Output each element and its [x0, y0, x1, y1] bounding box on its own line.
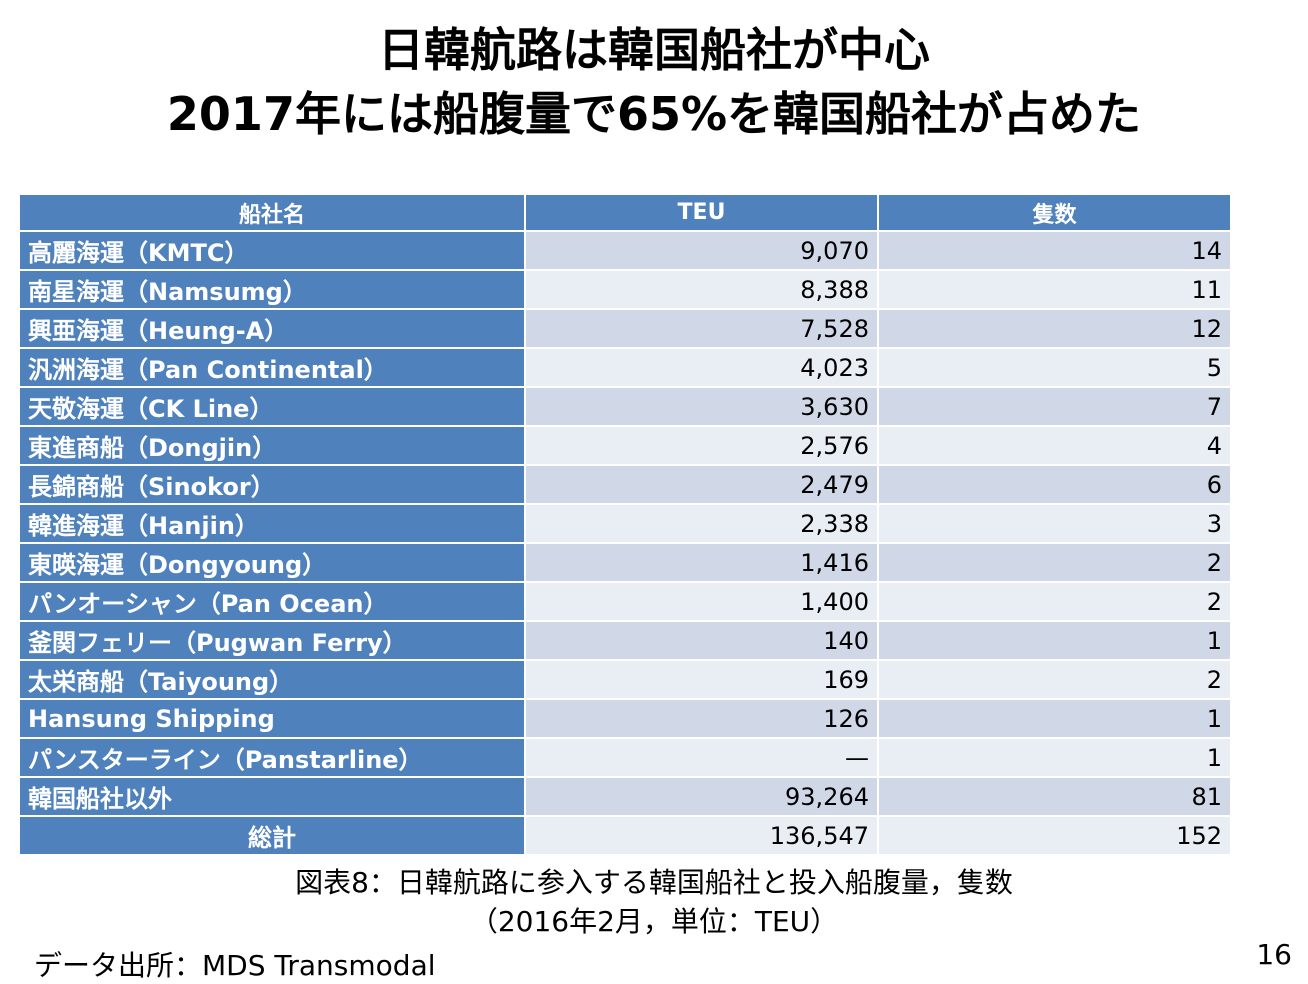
teu-cell: 1,416	[526, 544, 877, 581]
ships-cell: 1	[879, 622, 1230, 659]
ships-cell: 1	[879, 739, 1230, 776]
company-cell: Hansung Shipping	[20, 700, 524, 737]
teu-cell: 2,576	[526, 427, 877, 464]
table-row: 韓国船社以外 93,264 81	[20, 778, 1230, 815]
table-row: 太栄商船（Taiyoung） 169 2	[20, 661, 1230, 698]
table-row: 天敬海運（CK Line） 3,630 7	[20, 388, 1230, 425]
company-cell: パンオーシャン（Pan Ocean）	[20, 583, 524, 620]
company-cell: 興亜海運（Heung-A）	[20, 310, 524, 347]
company-cell: 韓国船社以外	[20, 778, 524, 815]
table-row: パンスターライン（Panstarline） —1	[20, 739, 1230, 776]
header-teu: TEU	[526, 195, 877, 230]
teu-cell: 7,528	[526, 310, 877, 347]
company-cell: 東暎海運（Dongyoung）	[20, 544, 524, 581]
company-cell: パンスターライン（Panstarline）	[20, 739, 524, 776]
ships-cell: 81	[879, 778, 1230, 815]
teu-cell: 3,630	[526, 388, 877, 425]
teu-cell: 8,388	[526, 271, 877, 308]
ships-cell: 14	[879, 232, 1230, 269]
table-row: 南星海運（Namsumg） 8,388 11	[20, 271, 1230, 308]
teu-cell: 2,338	[526, 505, 877, 542]
ships-cell: 11	[879, 271, 1230, 308]
header-ships: 隻数	[879, 195, 1230, 230]
table-row: パンオーシャン（Pan Ocean） 1,400 2	[20, 583, 1230, 620]
teu-cell: 140	[526, 622, 877, 659]
company-cell: 南星海運（Namsumg）	[20, 271, 524, 308]
company-cell: 太栄商船（Taiyoung）	[20, 661, 524, 698]
ships-cell: 6	[879, 466, 1230, 503]
ships-cell: 2	[879, 583, 1230, 620]
teu-cell: 9,070	[526, 232, 877, 269]
figure-caption-units: （2016年2月，単位：TEU）	[469, 905, 839, 938]
company-cell: 東進商船（Dongjin）	[20, 427, 524, 464]
company-cell: 総計	[20, 817, 524, 854]
ships-cell: 7	[879, 388, 1230, 425]
company-cell: 韓進海運（Hanjin）	[20, 505, 524, 542]
ships-cell: 152	[879, 817, 1230, 854]
ships-cell: 4	[879, 427, 1230, 464]
company-cell: 高麗海運（KMTC）	[20, 232, 524, 269]
table-header-row: 船社名 TEU 隻数	[20, 195, 1230, 230]
ships-cell: 2	[879, 661, 1230, 698]
company-cell: 長錦商船（Sinokor）	[20, 466, 524, 503]
slide-title-line2: 2017年には船腹量で65%を韓国船社が占めた	[166, 87, 1142, 141]
table-row: 釜関フェリー（Pugwan Ferry） 140 1	[20, 622, 1230, 659]
teu-cell: 136,547	[526, 817, 877, 854]
shipping-lines-table: 船社名 TEU 隻数 高麗海運（KMTC） 9,070 14 南星海運（Namsumg…	[18, 193, 1232, 856]
table-row: 興亜海運（Heung-A） 7,528 12	[20, 310, 1230, 347]
figure-caption: 図表8：日韓航路に参入する韓国船社と投入船腹量，隻数	[295, 866, 1013, 899]
ships-cell: 5	[879, 349, 1230, 386]
teu-cell: 2,479	[526, 466, 877, 503]
table-row: 汎洲海運（Pan Continental） 4,023 5	[20, 349, 1230, 386]
table-row: 東暎海運（Dongyoung） 1,416 2	[20, 544, 1230, 581]
teu-cell: —	[526, 739, 877, 776]
teu-cell: 169	[526, 661, 877, 698]
ships-cell: 12	[879, 310, 1230, 347]
teu-cell: 1,400	[526, 583, 877, 620]
teu-cell: 4,023	[526, 349, 877, 386]
table-row: 長錦商船（Sinokor） 2,479 6	[20, 466, 1230, 503]
header-company: 船社名	[20, 195, 524, 230]
company-cell: 釜関フェリー（Pugwan Ferry）	[20, 622, 524, 659]
table-row: 総計 136,547 152	[20, 817, 1230, 854]
company-cell: 汎洲海運（Pan Continental）	[20, 349, 524, 386]
table-row: 高麗海運（KMTC） 9,070 14	[20, 232, 1230, 269]
ships-cell: 3	[879, 505, 1230, 542]
ships-cell: 2	[879, 544, 1230, 581]
ships-cell: 1	[879, 700, 1230, 737]
teu-cell: 93,264	[526, 778, 877, 815]
page-number: 16	[1256, 938, 1292, 971]
table-row: 東進商船（Dongjin） 2,576 4	[20, 427, 1230, 464]
teu-cell: 126	[526, 700, 877, 737]
table-row: 韓進海運（Hanjin） 2,338 3	[20, 505, 1230, 542]
slide-title-line1: 日韓航路は韓国船社が中心	[378, 23, 930, 77]
company-cell: 天敬海運（CK Line）	[20, 388, 524, 425]
table-row: Hansung Shipping 126 1	[20, 700, 1230, 737]
data-source: データ出所：MDS Transmodal	[34, 949, 436, 982]
